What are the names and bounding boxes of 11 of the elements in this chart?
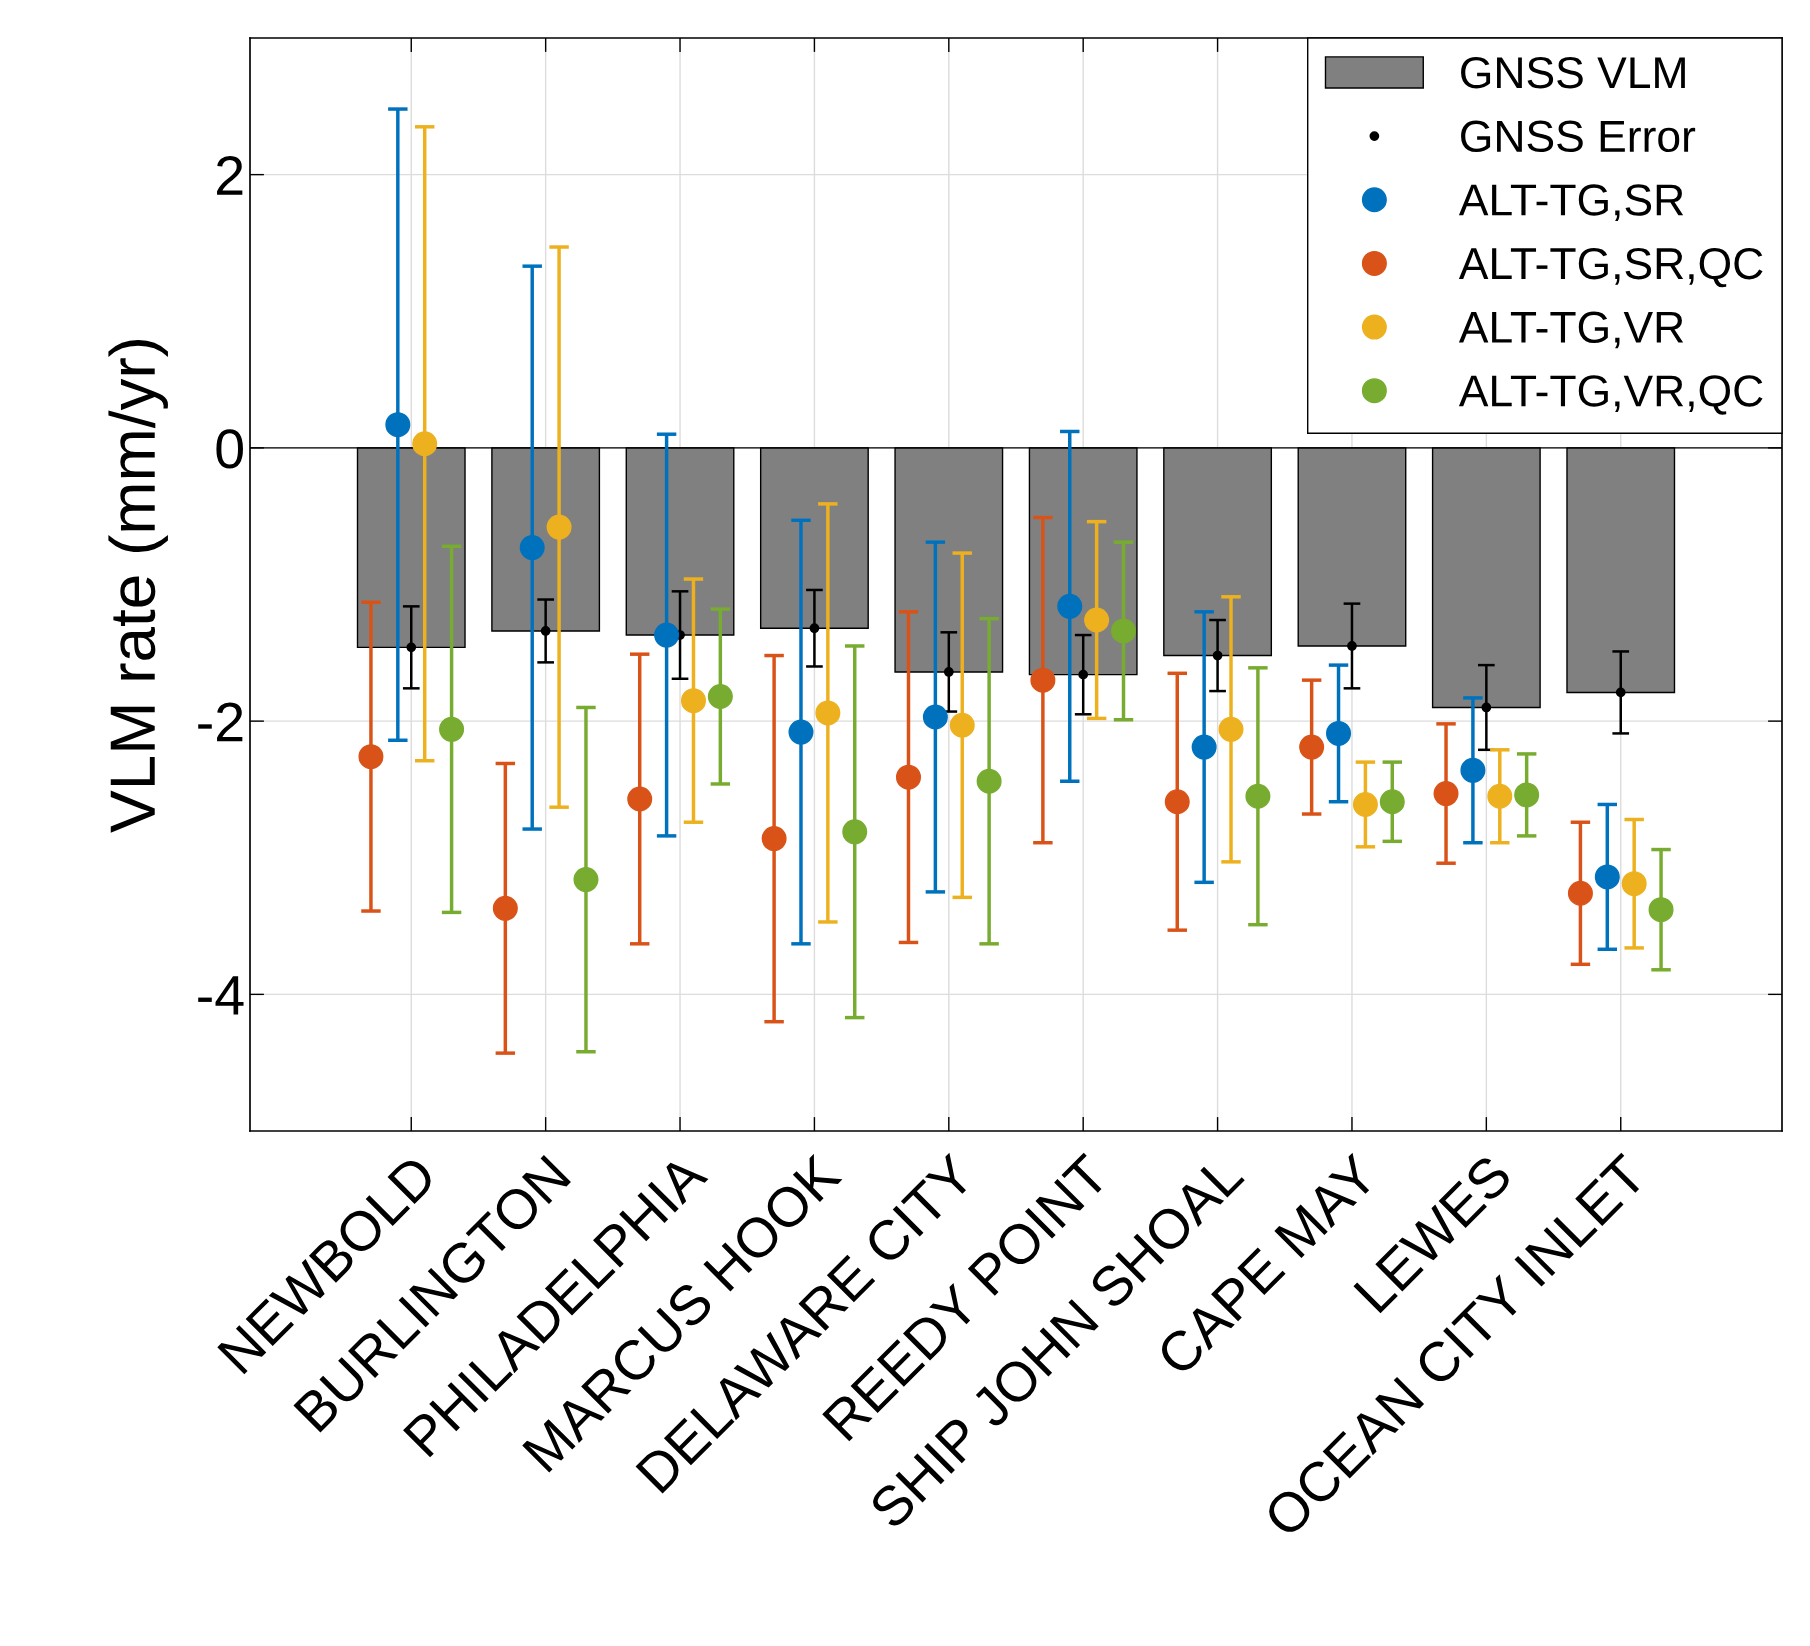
legend-label: ALT-TG,SR: [1458, 184, 1684, 221]
y-tick-label: 0: [216, 429, 243, 469]
legend-label: ALT-TG,SR,QC: [1458, 247, 1763, 288]
legend-label: GNSS VLM: [1461, 56, 1685, 89]
legend-label: ALT-TG,VR,QC: [1458, 375, 1763, 415]
legend-label: ALT-TG,VR: [1458, 311, 1684, 349]
y-axis-title: VLM rate (mm/yr): [108, 339, 168, 833]
y-tick-label: 2: [217, 155, 243, 195]
y-tick-label: -2: [198, 702, 243, 742]
legend-label: GNSS Error: [1461, 120, 1696, 153]
y-tick-label: -4: [198, 976, 244, 1015]
